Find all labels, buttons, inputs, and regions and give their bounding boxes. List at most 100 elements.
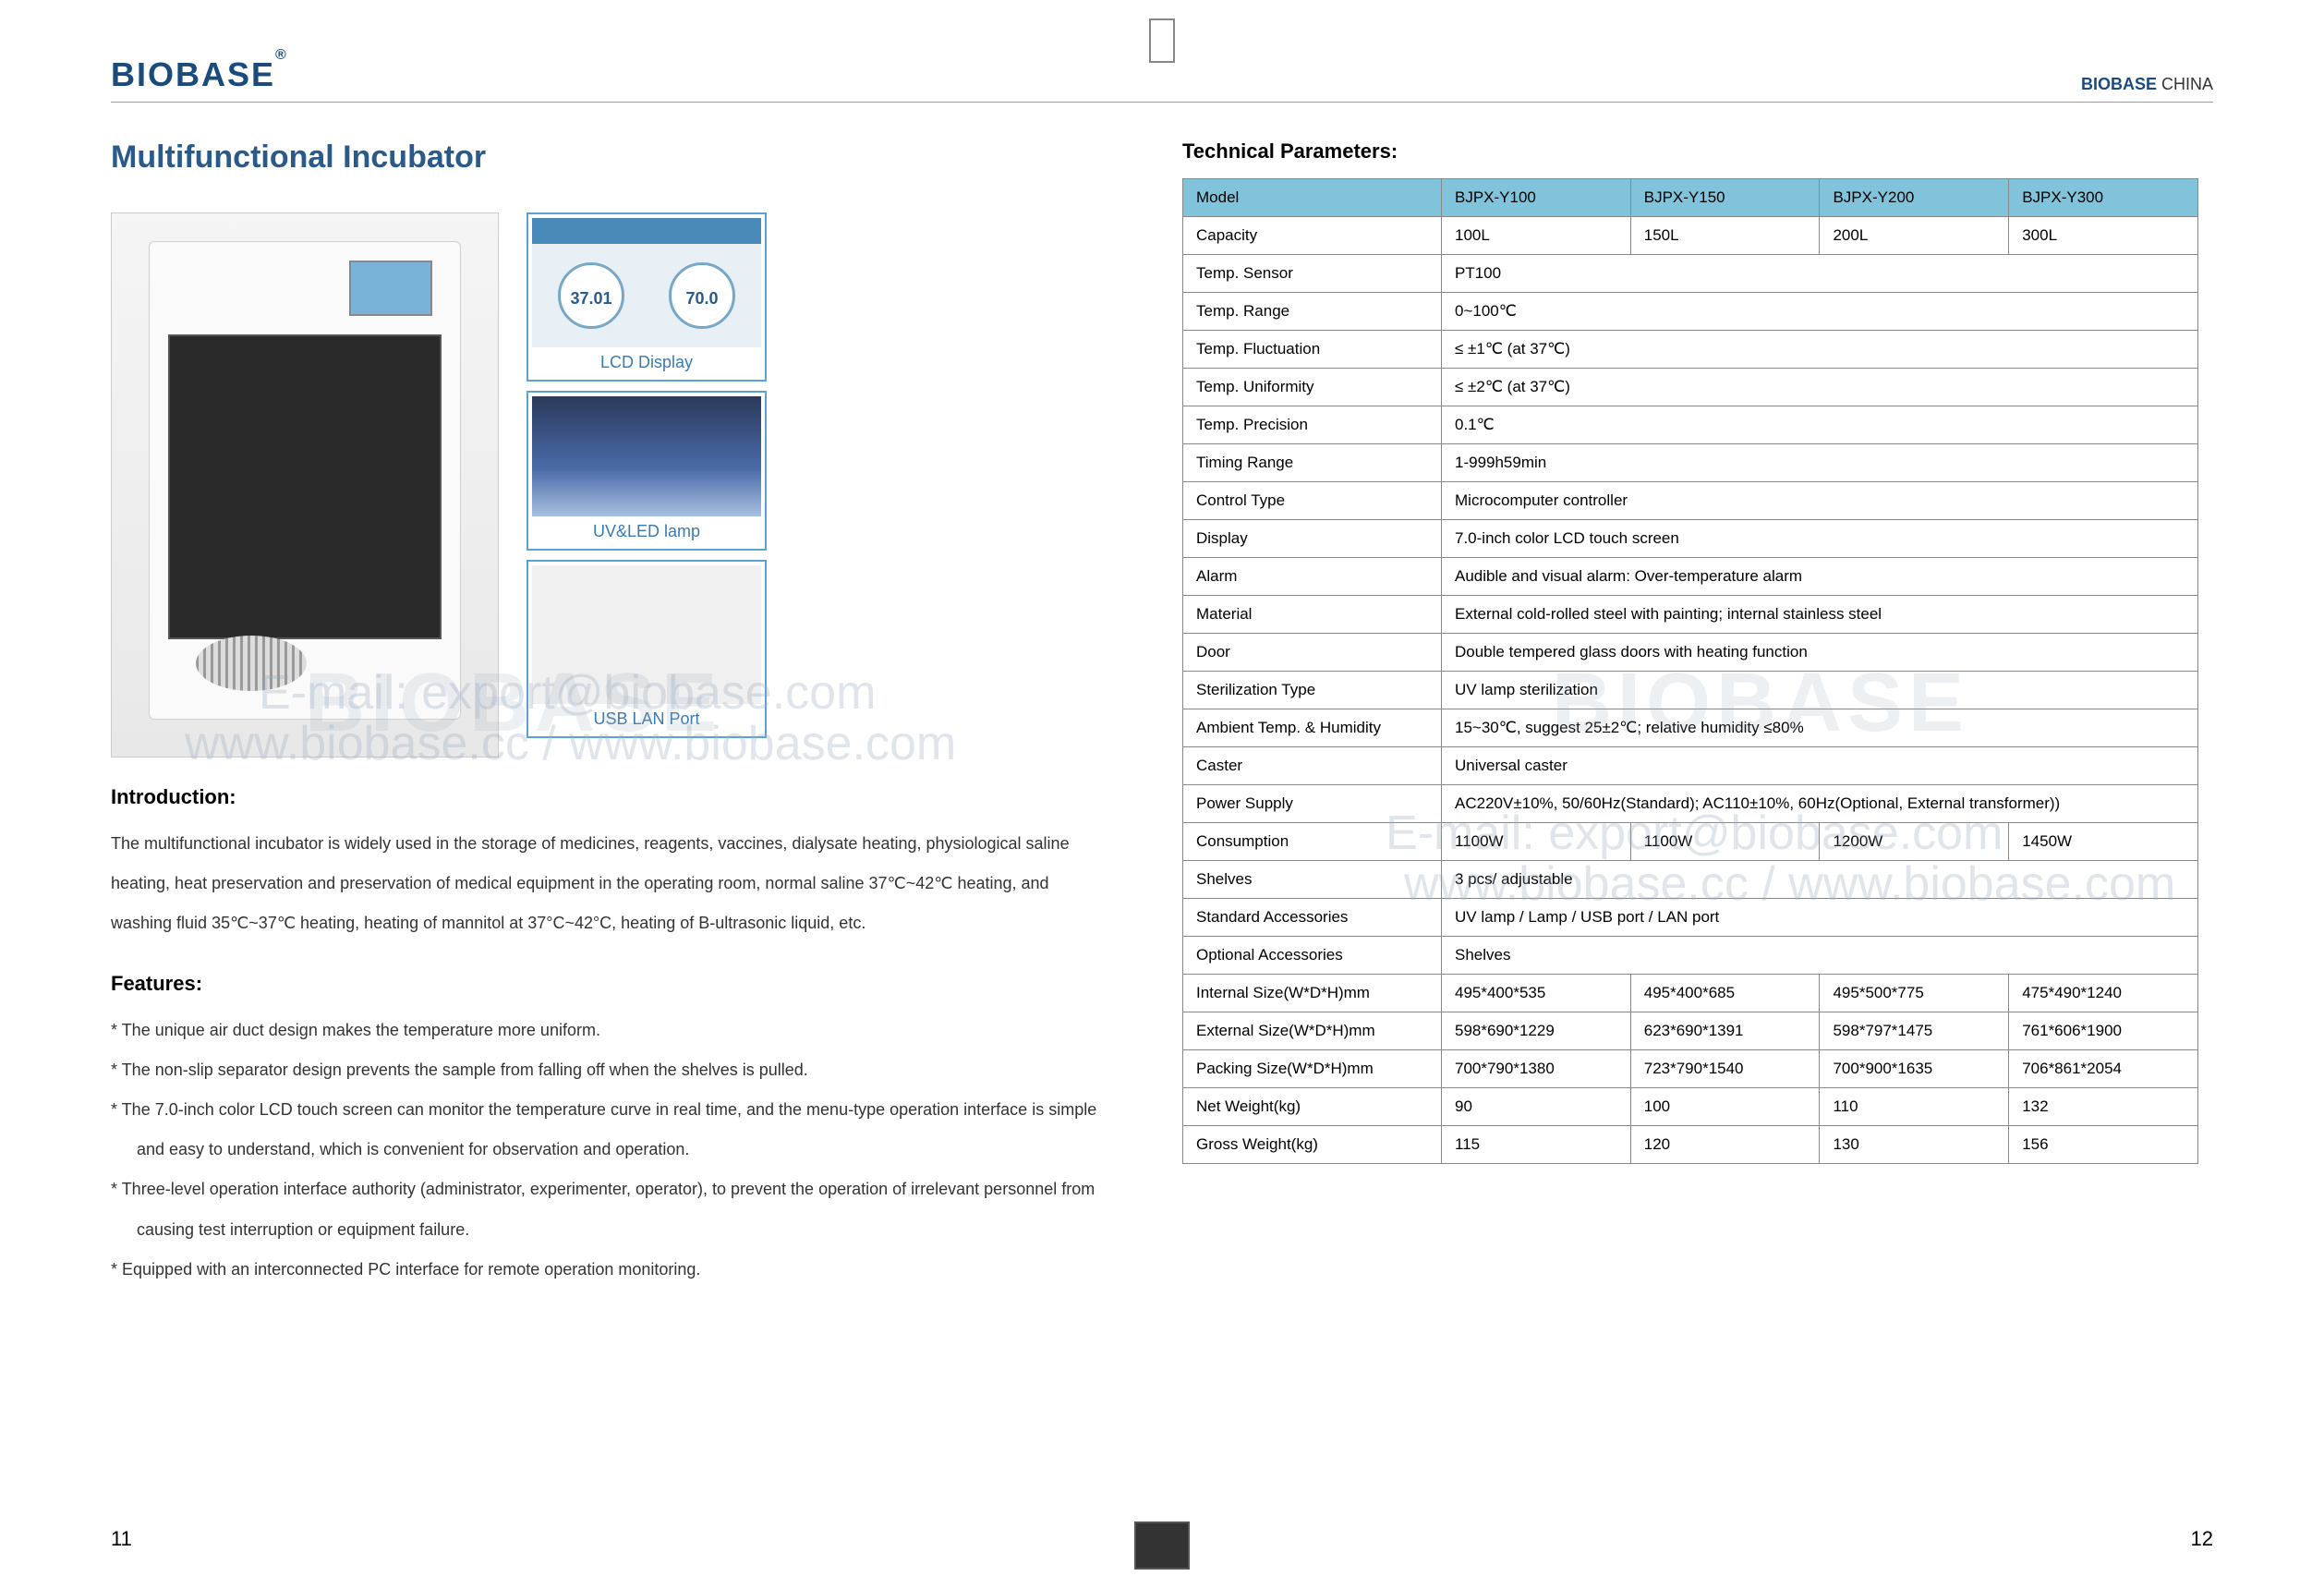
row-value: 120 <box>1630 1126 1820 1164</box>
table-row: Net Weight(kg)90100110132 <box>1183 1088 2198 1126</box>
features-heading: Features: <box>111 972 1108 996</box>
row-value: ≤ ±2℃ (at 37℃) <box>1442 369 2198 406</box>
row-label: Power Supply <box>1183 785 1442 823</box>
table-row: External Size(W*D*H)mm598*690*1229623*69… <box>1183 1012 2198 1050</box>
gauge-temp-val: 37.01 <box>561 265 622 332</box>
row-value: Shelves <box>1442 937 2198 975</box>
row-value: Microcomputer controller <box>1442 482 2198 520</box>
row-value: 0.1℃ <box>1442 406 2198 444</box>
feature-item: The unique air duct design makes the tem… <box>111 1011 1108 1050</box>
row-value: ≤ ±1℃ (at 37℃) <box>1442 331 2198 369</box>
usb-port-icon <box>1149 18 1175 63</box>
row-value: External cold-rolled steel with painting… <box>1442 596 2198 634</box>
logo-trademark: ® <box>275 47 288 63</box>
incubator-door <box>168 334 442 639</box>
brand-logo: BIOBASE® <box>111 55 288 94</box>
thumb-uv-label: UV&LED lamp <box>532 522 761 545</box>
row-value: 706*861*2054 <box>2009 1050 2198 1088</box>
row-value: Audible and visual alarm: Over-temperatu… <box>1442 558 2198 596</box>
row-value: PT100 <box>1442 255 2198 293</box>
watermark-logo-right: BIOBASE <box>1552 656 1969 751</box>
row-label: Display <box>1183 520 1442 558</box>
table-row: MaterialExternal cold-rolled steel with … <box>1183 596 2198 634</box>
row-value: 110 <box>1820 1088 2009 1126</box>
row-value: BJPX-Y200 <box>1820 179 2009 217</box>
row-label: Ambient Temp. & Humidity <box>1183 709 1442 747</box>
row-value: 598*690*1229 <box>1442 1012 1631 1050</box>
row-value: UV lamp / Lamp / USB port / LAN port <box>1442 899 2198 937</box>
row-value: 150L <box>1630 217 1820 255</box>
table-row: Power SupplyAC220V±10%, 50/60Hz(Standard… <box>1183 785 2198 823</box>
gauge-humidity-val: 70.0 <box>672 265 732 332</box>
row-value: AC220V±10%, 50/60Hz(Standard); AC110±10%… <box>1442 785 2198 823</box>
logo-text: BIOBASE <box>111 55 275 93</box>
table-row: Capacity100L150L200L300L <box>1183 217 2198 255</box>
row-label: Temp. Range <box>1183 293 1442 331</box>
row-value: 130 <box>1820 1126 2009 1164</box>
row-value: 90 <box>1442 1088 1631 1126</box>
row-value: 1100W <box>1630 823 1820 861</box>
table-row: CasterUniversal caster <box>1183 747 2198 785</box>
row-value: 0~100℃ <box>1442 293 2198 331</box>
params-title: Technical Parameters: <box>1182 139 2198 164</box>
row-label: External Size(W*D*H)mm <box>1183 1012 1442 1050</box>
row-value: 1-999h59min <box>1442 444 2198 482</box>
row-value: 200L <box>1820 217 2009 255</box>
row-label: Net Weight(kg) <box>1183 1088 1442 1126</box>
table-row: Control TypeMicrocomputer controller <box>1183 482 2198 520</box>
uv-image <box>532 396 761 516</box>
incubator-body <box>149 241 461 720</box>
table-row: Packing Size(W*D*H)mm700*790*1380723*790… <box>1183 1050 2198 1088</box>
row-label: Temp. Fluctuation <box>1183 331 1442 369</box>
row-value: 723*790*1540 <box>1630 1050 1820 1088</box>
row-value: 156 <box>2009 1126 2198 1164</box>
page-number-left: 11 <box>111 1527 132 1551</box>
row-value: 700*900*1635 <box>1820 1050 2009 1088</box>
table-row: Temp. Fluctuation≤ ±1℃ (at 37℃) <box>1183 331 2198 369</box>
table-row: Internal Size(W*D*H)mm495*400*535495*400… <box>1183 975 2198 1012</box>
row-label: Temp. Sensor <box>1183 255 1442 293</box>
row-value: 1200W <box>1820 823 2009 861</box>
table-row: Timing Range1-999h59min <box>1183 444 2198 482</box>
row-label: Internal Size(W*D*H)mm <box>1183 975 1442 1012</box>
table-row: Optional AccessoriesShelves <box>1183 937 2198 975</box>
table-row: Shelves 3 pcs/ adjustable <box>1183 861 2198 899</box>
row-value: 300L <box>2009 217 2198 255</box>
feature-item: The non-slip separator design prevents t… <box>111 1050 1108 1090</box>
feature-item: The 7.0-inch color LCD touch screen can … <box>111 1090 1108 1170</box>
thumb-lcd-label: LCD Display <box>532 353 761 376</box>
header-brand: BIOBASE <box>2081 75 2157 93</box>
table-row: Consumption1100W1100W1200W1450W <box>1183 823 2198 861</box>
intro-text: The multifunctional incubator is widely … <box>111 824 1108 944</box>
feature-item: Three-level operation interface authorit… <box>111 1170 1108 1249</box>
row-label: Timing Range <box>1183 444 1442 482</box>
gauge-temp: 37.01 <box>558 262 624 329</box>
row-label: Alarm <box>1183 558 1442 596</box>
row-label: Temp. Precision <box>1183 406 1442 444</box>
table-row: Temp. SensorPT100 <box>1183 255 2198 293</box>
row-value: 3 pcs/ adjustable <box>1442 861 2198 899</box>
row-label: Standard Accessories <box>1183 899 1442 937</box>
row-value: 598*797*1475 <box>1820 1012 2009 1050</box>
row-value: Universal caster <box>1442 747 2198 785</box>
row-label: Shelves <box>1183 861 1442 899</box>
row-value: BJPX-Y100 <box>1442 179 1631 217</box>
row-value: 623*690*1391 <box>1630 1012 1820 1050</box>
row-value: 761*606*1900 <box>2009 1012 2198 1050</box>
lan-port-icon <box>1134 1521 1190 1570</box>
table-row: Gross Weight(kg)115120130156 <box>1183 1126 2198 1164</box>
features-list: The unique air duct design makes the tem… <box>111 1011 1108 1290</box>
row-label: Sterilization Type <box>1183 672 1442 709</box>
lcd-image: 37.01 70.0 <box>532 218 761 347</box>
thumb-uv: UV&LED lamp <box>527 391 767 551</box>
row-value: 100L <box>1442 217 1631 255</box>
row-value: 1100W <box>1442 823 1631 861</box>
row-value: 1450W <box>2009 823 2198 861</box>
row-value: 495*400*685 <box>1630 975 1820 1012</box>
row-value: 115 <box>1442 1126 1631 1164</box>
intro-heading: Introduction: <box>111 785 1108 809</box>
row-value: 700*790*1380 <box>1442 1050 1631 1088</box>
header-suffix: CHINA <box>2157 75 2213 93</box>
feature-item: Equipped with an interconnected PC inter… <box>111 1250 1108 1290</box>
incubator-vent <box>196 636 307 691</box>
